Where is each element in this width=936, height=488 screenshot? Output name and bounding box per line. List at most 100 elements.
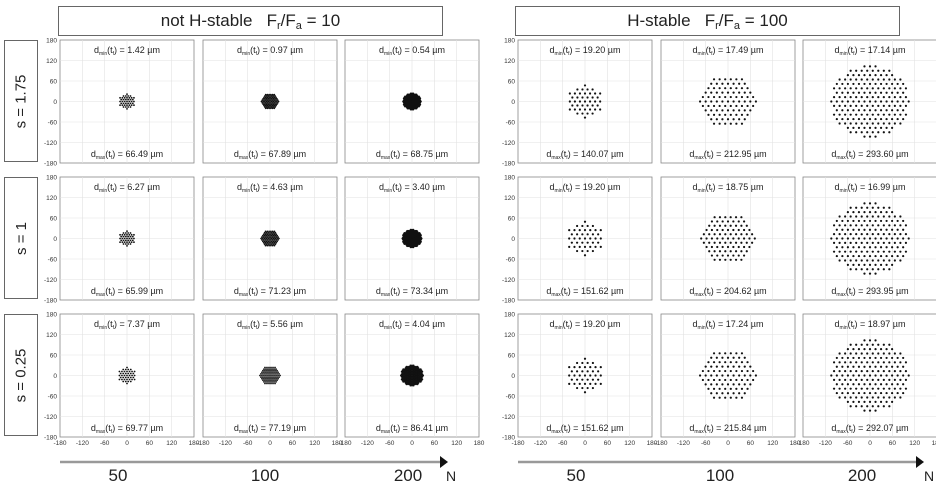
particle-point <box>726 109 730 112</box>
particle-point <box>891 74 894 77</box>
particle-point <box>874 391 877 395</box>
particle-point <box>118 378 121 381</box>
particle-point <box>707 104 710 108</box>
particle-point <box>274 97 277 100</box>
particle-point <box>738 356 741 359</box>
particle-point <box>710 356 713 359</box>
particle-point <box>133 104 135 107</box>
particle-point <box>266 376 268 378</box>
particle-point <box>899 241 902 244</box>
particle-point <box>270 240 273 243</box>
particle-point <box>877 259 880 262</box>
dmax-label: dmax(tf) = 140.07 µm <box>546 149 623 161</box>
particle-point <box>726 100 730 103</box>
particle-point <box>863 65 866 68</box>
particle-point <box>904 387 908 390</box>
particle-point <box>879 400 883 403</box>
particle-point <box>844 122 847 125</box>
particle-point <box>268 244 271 247</box>
particle-point <box>268 96 271 99</box>
particle-point <box>752 369 755 373</box>
particle-point <box>130 241 133 244</box>
particle-point <box>863 254 866 258</box>
particle-point <box>852 374 855 377</box>
particle-point <box>860 268 863 271</box>
particle-point <box>270 376 272 378</box>
particle-point <box>591 241 594 244</box>
particle-point <box>743 118 746 121</box>
particle-point <box>734 258 738 261</box>
particle-point <box>874 100 877 103</box>
particle-point <box>712 87 716 90</box>
particle-point <box>838 378 841 381</box>
particle-point <box>844 352 847 355</box>
particle-point <box>885 211 888 214</box>
particle-point <box>269 377 271 380</box>
particle-point <box>841 374 844 377</box>
particle-point <box>904 361 908 364</box>
particle-point <box>271 93 274 96</box>
particle-point <box>276 240 279 243</box>
particle-point <box>868 91 872 94</box>
particle-point <box>879 82 883 86</box>
particle-point <box>874 400 877 403</box>
particle-point <box>130 100 133 103</box>
particle-point <box>568 100 571 103</box>
particle-point <box>264 93 267 96</box>
particle-point <box>710 82 713 85</box>
particle-point <box>860 361 863 364</box>
particle-point <box>871 215 874 218</box>
particle-point <box>888 122 891 125</box>
particle-point <box>838 87 841 90</box>
particle-point <box>261 234 264 237</box>
particle-point <box>278 237 280 240</box>
y-tick-label: 60 <box>508 216 516 223</box>
particle-point <box>275 96 277 99</box>
particle-point <box>832 104 836 107</box>
particle-point <box>893 224 896 227</box>
particle-point <box>726 392 730 395</box>
particle-point <box>583 229 587 232</box>
particle-point <box>274 243 277 246</box>
particle-point <box>128 237 131 240</box>
particle-point <box>272 106 275 108</box>
particle-point <box>735 113 738 116</box>
particle-point <box>262 103 265 106</box>
particle-point <box>893 259 896 262</box>
particle-point <box>855 268 858 271</box>
particle-point <box>735 95 738 99</box>
particle-point <box>866 104 869 107</box>
y-tick-label: -120 <box>44 277 57 284</box>
particle-point <box>591 370 594 373</box>
particle-point <box>846 348 849 351</box>
particle-point <box>417 105 420 108</box>
particle-point <box>746 378 749 382</box>
particle-point <box>421 378 424 381</box>
particle-point <box>718 224 722 227</box>
particle-point <box>857 211 861 214</box>
particle-point <box>871 343 874 346</box>
particle-point <box>122 243 125 245</box>
particle-point <box>732 392 735 395</box>
particle-point <box>718 78 721 81</box>
particle-point <box>274 106 277 108</box>
particle-point <box>265 240 268 243</box>
particle-point <box>838 259 841 262</box>
particle-point <box>568 382 571 385</box>
particle-point <box>718 95 721 99</box>
axis-n-label-left: N <box>446 468 457 484</box>
particle-point <box>273 377 275 380</box>
particle-point <box>835 246 838 249</box>
particle-point <box>266 241 269 244</box>
particle-point <box>849 104 852 107</box>
particle-point <box>896 254 899 258</box>
particle-point <box>882 96 885 99</box>
particle-point <box>589 382 592 385</box>
particle-point <box>273 241 276 244</box>
particle-point <box>726 365 730 368</box>
particle-point <box>123 104 126 107</box>
particle-point <box>407 245 410 248</box>
particle-point <box>266 230 269 233</box>
particle-point <box>269 107 272 110</box>
particle-point <box>835 383 838 386</box>
